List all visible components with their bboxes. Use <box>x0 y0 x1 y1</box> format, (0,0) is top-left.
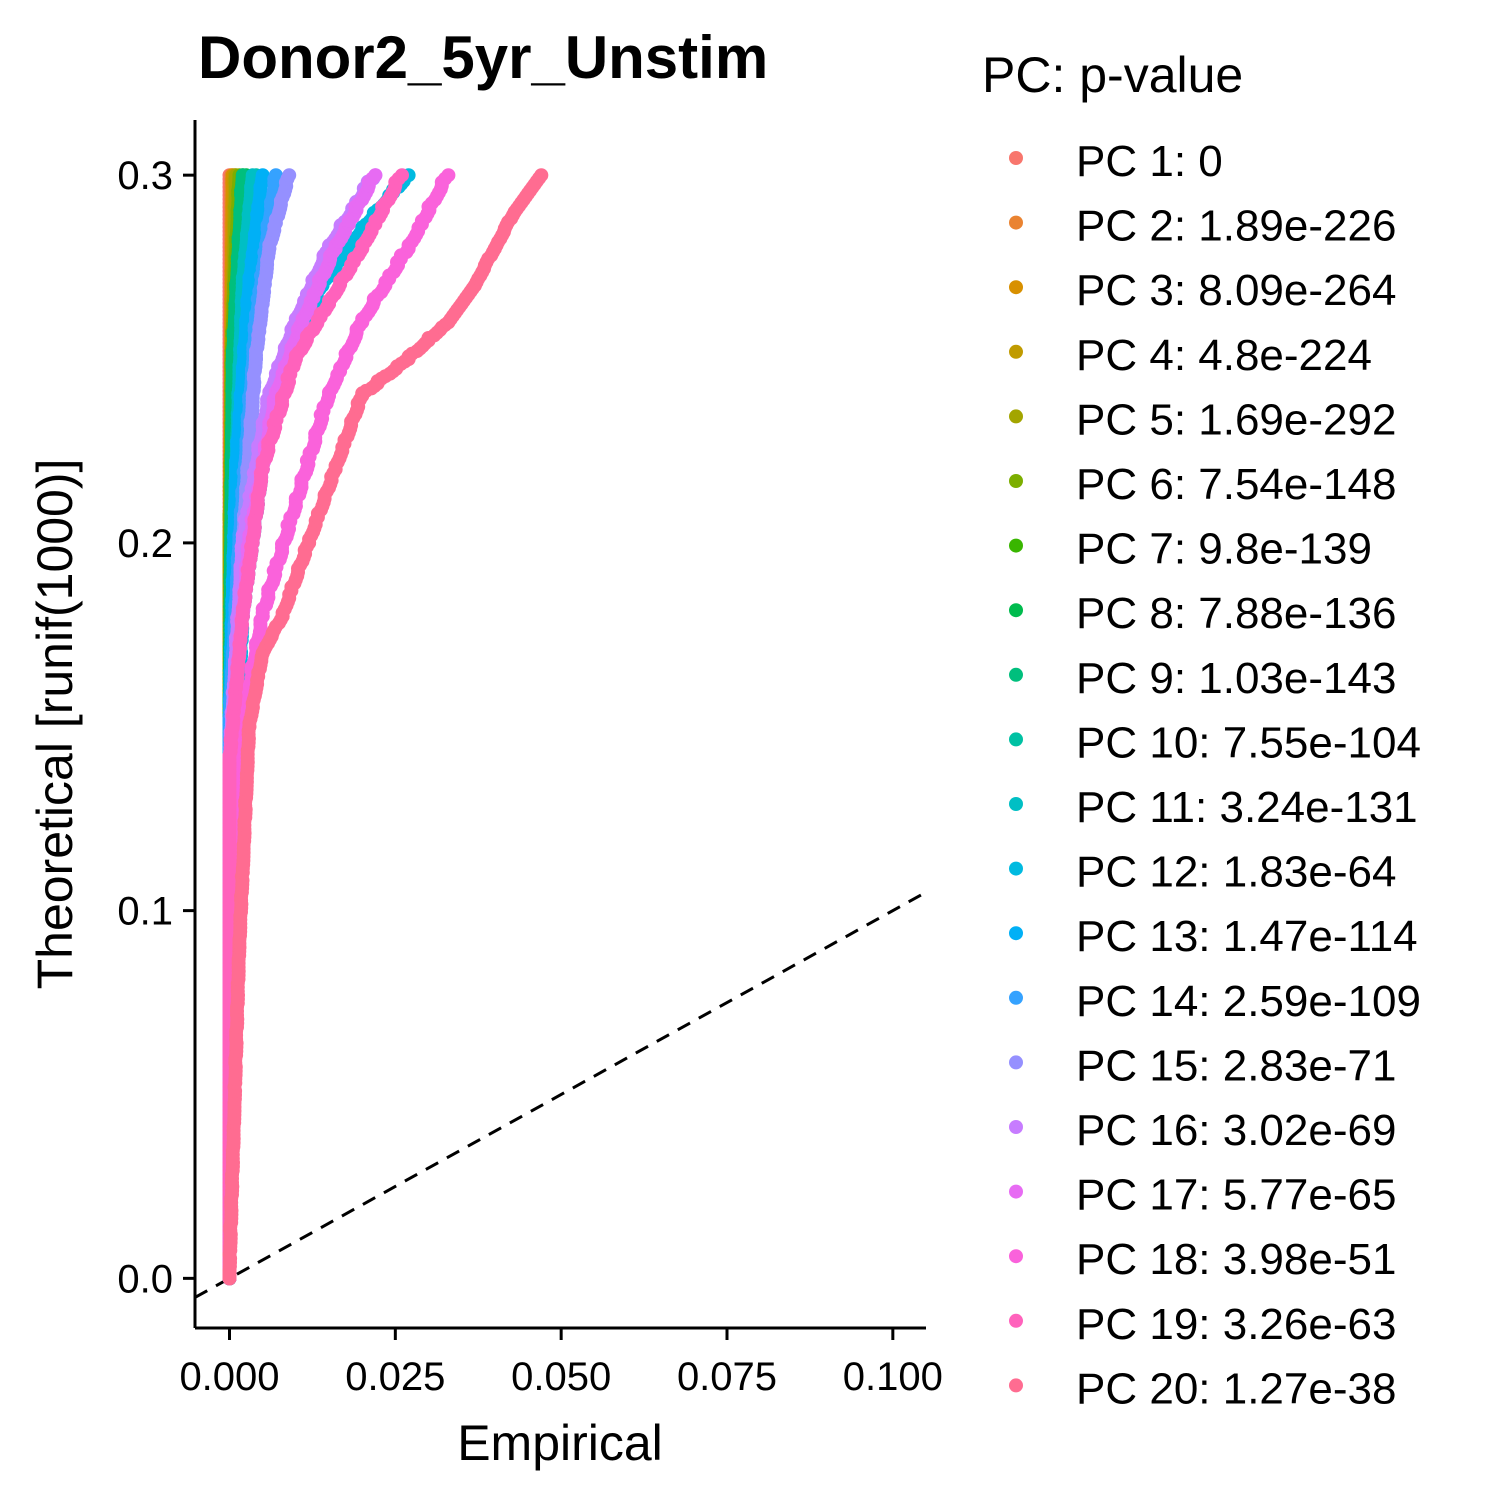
series-layer <box>222 168 549 1286</box>
data-point <box>268 168 283 183</box>
data-point <box>368 168 383 183</box>
reference-line <box>194 890 927 1299</box>
reference-line-layer <box>194 890 927 1299</box>
plot-area <box>193 120 927 1330</box>
data-point <box>282 168 297 183</box>
chart-title: Donor2_5yr_Unstim <box>198 24 768 91</box>
data-point <box>255 168 270 183</box>
